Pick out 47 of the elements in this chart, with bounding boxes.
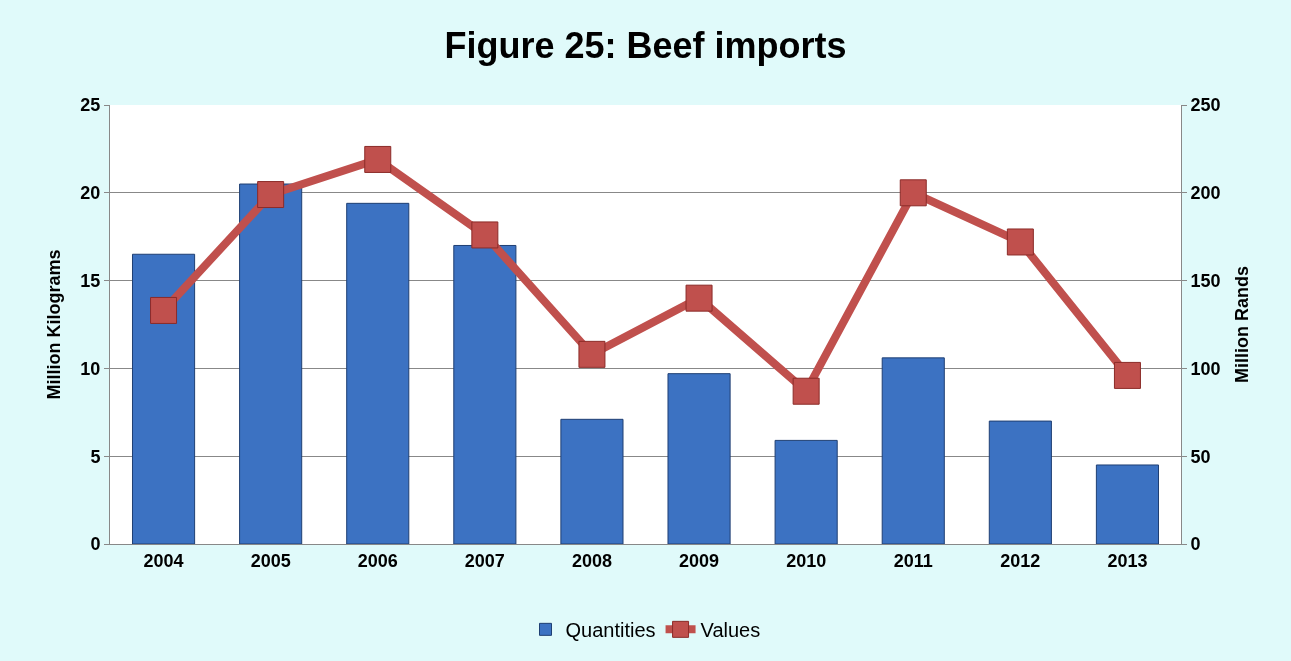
point [685,284,713,312]
y-tick-label: 25 [80,95,101,116]
point [578,340,606,368]
bar [881,357,945,544]
y2-tick-label: 200 [1190,183,1221,204]
point [792,377,820,405]
bar [1095,464,1160,544]
point [899,179,927,207]
bar [346,202,410,544]
x-tick-label: 2007 [464,550,505,571]
x-tick-label: 2012 [1000,550,1041,571]
point [1113,361,1141,389]
point [150,296,178,324]
x-tick-label: 2009 [679,550,720,571]
bar [988,420,1052,544]
y2-tick-label: 0 [1190,534,1201,555]
x-tick-label: 2005 [250,550,291,571]
point [1006,228,1034,256]
x-tick-label: 2013 [1107,550,1148,571]
y2-tick-label: 50 [1190,446,1211,467]
y-axis-title: Million Kilograms [43,249,64,400]
x-tick-label: 2010 [786,550,827,571]
y2-tick-label: 100 [1190,358,1221,379]
x-tick-label: 2011 [893,550,933,571]
bar [774,439,838,544]
y2-tick-label: 150 [1190,270,1221,291]
legend-label: Values [700,619,761,642]
y2-tick-label: 250 [1190,95,1221,116]
y-tick-label: 15 [80,270,101,291]
y2-axis-title: Million Rands [1231,266,1252,383]
legend-label: Quantities [565,619,656,642]
bar [560,418,624,544]
y-tick-label: 10 [80,358,101,379]
bar [453,244,517,544]
chart-title: Figure 25: Beef imports [444,25,847,67]
point [471,221,499,249]
bar [239,183,303,544]
point [257,181,285,209]
y-tick-label: 5 [90,446,101,467]
bar [131,253,196,544]
x-tick-label: 2006 [357,550,398,571]
bar [667,373,731,544]
x-tick-label: 2004 [143,550,184,571]
x-tick-label: 2008 [571,550,612,571]
y-tick-label: 20 [80,183,101,204]
y-tick-label: 0 [90,534,101,555]
point [364,145,392,173]
